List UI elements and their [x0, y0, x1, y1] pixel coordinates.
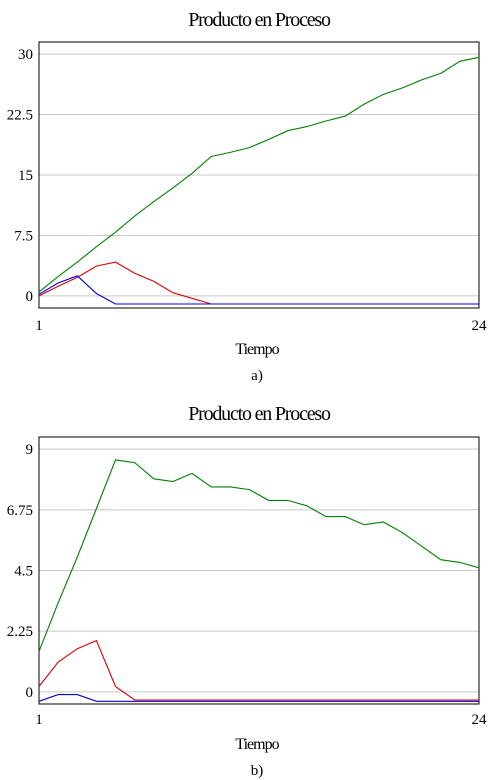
y-tick-label: 0 — [26, 289, 34, 305]
y-tick-label: 22.5 — [7, 108, 33, 124]
series-line-2 — [38, 639, 479, 701]
chart-title: Producto en Proceso — [188, 9, 331, 31]
x-axis-label: Tiempo — [235, 341, 279, 358]
y-tick-label: 15 — [18, 168, 33, 184]
figure-caption: a) — [251, 368, 263, 384]
series-line-1 — [38, 459, 480, 652]
x-tick-label: 24 — [472, 318, 488, 334]
chart-a: Producto en Proceso 0 7.5 15 22.5 30 1 24 Tiempo… — [7, 9, 487, 384]
chart-title: Producto en Proceso — [188, 403, 331, 425]
y-tick-label: 0 — [26, 685, 34, 701]
y-tick-label: 9 — [26, 442, 34, 458]
x-tick-label: 1 — [35, 318, 43, 334]
series-line-3 — [38, 694, 479, 702]
figure-caption: b) — [251, 763, 264, 779]
y-tick-label: 30 — [18, 47, 33, 63]
chart-b: Producto en Proceso 0 2.25 4.5 6.75 9 1 24 Tiemp… — [7, 403, 487, 779]
y-tick-label: 4.5 — [14, 564, 33, 580]
y-tick-label: 6.75 — [7, 503, 33, 519]
y-tick-label: 7.5 — [14, 228, 33, 244]
y-tick-label: 2.25 — [7, 624, 33, 640]
x-tick-label: 24 — [472, 712, 488, 728]
plot-frame — [38, 436, 480, 705]
series-line-3 — [38, 275, 479, 305]
plot-frame — [38, 41, 480, 309]
x-axis-label: Tiempo — [235, 736, 279, 753]
series-line-1 — [38, 56, 480, 293]
x-tick-label: 1 — [35, 712, 43, 728]
